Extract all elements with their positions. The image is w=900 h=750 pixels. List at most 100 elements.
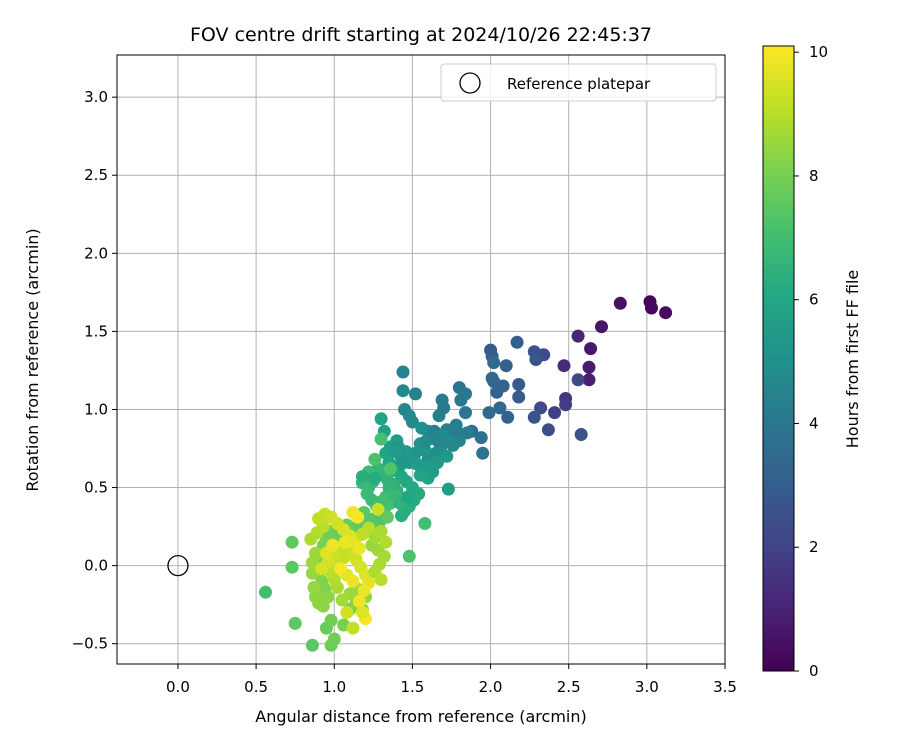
data-point xyxy=(374,432,388,446)
data-point xyxy=(285,560,299,574)
y-tick-label: 2.0 xyxy=(84,244,108,262)
data-point xyxy=(459,406,472,420)
data-point xyxy=(396,384,410,398)
colorbar-tick-label: 4 xyxy=(809,414,819,432)
colorbar-gradient xyxy=(762,45,795,672)
y-tick-label: 0.0 xyxy=(84,557,108,575)
data-point xyxy=(324,613,338,627)
scatter-points xyxy=(259,295,673,652)
data-point xyxy=(374,573,388,587)
y-tick-label: 0.5 xyxy=(84,479,108,497)
colorbar-tick-label: 6 xyxy=(809,291,819,309)
data-point xyxy=(327,632,341,646)
chart-title: FOV centre drift starting at 2024/10/26 … xyxy=(190,24,652,46)
data-point xyxy=(474,431,488,445)
data-point xyxy=(288,616,302,630)
data-point xyxy=(410,457,424,471)
x-tick-label: 2.5 xyxy=(557,678,581,696)
data-point xyxy=(355,527,369,541)
data-point xyxy=(441,482,455,496)
legend: Reference platepar xyxy=(440,63,717,102)
y-tick-label: 1.0 xyxy=(84,400,108,418)
data-point xyxy=(346,621,360,635)
data-point xyxy=(352,541,366,555)
y-tick-label: 2.5 xyxy=(84,166,108,184)
colorbar-tick-label: 0 xyxy=(809,662,819,680)
x-tick-label: 3.5 xyxy=(713,678,737,696)
data-point xyxy=(501,410,515,424)
data-point xyxy=(595,320,608,334)
data-point xyxy=(355,470,369,484)
legend-marker-reference xyxy=(459,72,481,94)
data-point xyxy=(374,524,388,538)
x-axis-label: Angular distance from reference (arcmin) xyxy=(255,707,586,726)
data-point xyxy=(409,387,422,401)
data-point xyxy=(559,398,573,412)
colorbar-ticks: 0 2 4 6 8 10 xyxy=(794,43,828,680)
data-point xyxy=(446,438,460,452)
data-point xyxy=(355,606,369,619)
data-point xyxy=(371,502,385,516)
x-tick-label: 1.5 xyxy=(400,678,424,696)
reference-point-marker xyxy=(167,554,189,577)
data-point xyxy=(357,584,371,598)
data-point xyxy=(426,465,440,479)
plot-area: 0.0 0.5 1.0 1.5 2.0 2.5 3.0 3.5 −0.5 0.0 0.5 1.0 1.5… xyxy=(72,54,737,696)
data-point xyxy=(487,356,501,370)
data-point xyxy=(454,393,468,407)
data-point xyxy=(645,301,658,315)
data-point xyxy=(415,421,429,435)
data-point xyxy=(405,415,419,429)
x-tick-label: 1.0 xyxy=(322,678,346,696)
data-point xyxy=(510,335,524,349)
data-point xyxy=(584,342,598,356)
data-point xyxy=(440,449,454,463)
colorbar: 0 2 4 6 8 10 Hours from first FF file xyxy=(762,43,862,680)
colorbar-tick-label: 8 xyxy=(809,167,819,185)
data-point xyxy=(352,595,366,608)
data-point xyxy=(334,562,347,576)
data-point xyxy=(259,585,272,599)
data-point xyxy=(485,371,499,385)
axis-ticks: 0.0 0.5 1.0 1.5 2.0 2.5 3.0 3.5 −0.5 0.0 0.5 1.0 1.5… xyxy=(72,88,737,696)
x-tick-label: 2.0 xyxy=(479,678,503,696)
data-point xyxy=(379,535,393,549)
colorbar-tick-label: 2 xyxy=(809,538,819,556)
data-point xyxy=(395,509,408,523)
data-point xyxy=(493,401,507,415)
data-point xyxy=(418,517,432,530)
data-point xyxy=(307,581,321,594)
data-point xyxy=(388,445,402,459)
data-point xyxy=(541,423,555,437)
legend-label-reference: Reference platepar xyxy=(507,75,651,93)
data-point xyxy=(548,406,562,420)
data-point xyxy=(305,638,319,652)
colorbar-label: Hours from first FF file xyxy=(843,270,862,449)
data-point xyxy=(309,546,322,560)
x-tick-label: 3.0 xyxy=(635,678,659,696)
colorbar-tick-label: 10 xyxy=(809,43,828,61)
y-tick-label: −0.5 xyxy=(72,635,108,653)
data-point xyxy=(582,360,596,374)
data-point xyxy=(374,412,388,426)
data-point xyxy=(512,378,526,391)
data-point xyxy=(527,410,541,424)
data-point xyxy=(351,510,365,524)
data-point xyxy=(557,359,571,373)
y-axis-label: Rotation from reference (arcmin) xyxy=(23,228,42,491)
data-point xyxy=(326,538,340,552)
data-point xyxy=(529,353,543,366)
data-point xyxy=(340,606,354,619)
data-point xyxy=(571,329,585,343)
data-point xyxy=(476,446,490,460)
data-point xyxy=(499,359,513,373)
data-point xyxy=(490,385,504,399)
plot-background xyxy=(117,55,725,664)
data-point xyxy=(613,296,627,310)
x-tick-label: 0.0 xyxy=(166,678,190,696)
data-point xyxy=(346,574,360,588)
data-point xyxy=(401,490,415,504)
data-point xyxy=(285,535,299,549)
data-point xyxy=(368,471,382,485)
